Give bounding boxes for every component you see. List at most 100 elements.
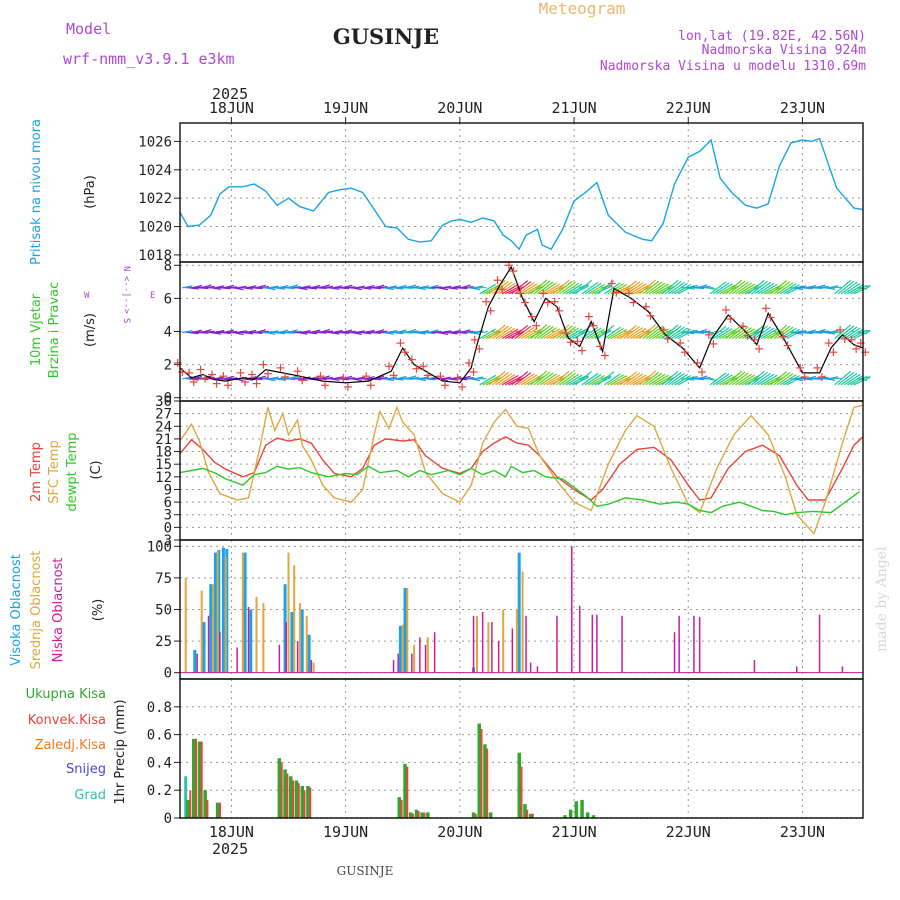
gust-marker <box>847 335 856 344</box>
bottom-day-22: 22JUN <box>666 823 711 841</box>
wind-barb <box>332 376 343 380</box>
panel-frame <box>179 122 864 263</box>
gust-marker <box>629 298 638 307</box>
wind-barb <box>815 328 826 334</box>
wind-barb <box>457 331 468 334</box>
wind-barb <box>265 378 276 382</box>
wind-barb <box>463 377 474 380</box>
wind-barb <box>843 327 861 340</box>
gust-marker <box>366 381 375 390</box>
wind-barb <box>396 284 407 289</box>
gust-marker <box>532 321 541 330</box>
gust-marker <box>493 276 502 285</box>
wind-barb <box>546 329 564 340</box>
gust-marker <box>783 341 792 350</box>
compass-east: E <box>150 291 155 301</box>
wind-barb <box>562 373 580 386</box>
wind-barb <box>284 378 295 381</box>
wind-barb <box>540 327 557 339</box>
wind-barb <box>290 285 302 289</box>
bar-total-rain <box>574 801 579 818</box>
wind-barb <box>715 328 733 340</box>
gust-marker <box>520 298 529 307</box>
wind-barb <box>306 287 318 290</box>
wind-barb <box>760 283 778 295</box>
wind-barb <box>639 324 656 339</box>
wind-barb <box>220 287 231 290</box>
wind-barb <box>214 376 225 380</box>
wind-barb <box>741 284 759 295</box>
wind-barb <box>342 329 353 334</box>
wind-barb <box>712 282 730 295</box>
bar-high-cloud <box>249 609 253 673</box>
bar-conv-rain <box>412 813 414 818</box>
wind-barb <box>738 374 756 386</box>
year-bottom-label: 2025 <box>212 840 248 858</box>
wind-barb <box>198 331 209 334</box>
wind-barb <box>741 375 759 386</box>
temp-ylabel-text-2: SFC Temp <box>47 440 62 504</box>
wind-barb <box>533 325 551 339</box>
bar-total-rain <box>289 776 293 818</box>
wind-barb <box>265 331 276 335</box>
wind-barb <box>338 331 350 334</box>
gust-marker <box>840 334 849 343</box>
wind-barb <box>482 329 500 340</box>
wind-barb <box>520 327 538 340</box>
gust-marker <box>766 313 775 322</box>
bar-mid-cloud <box>200 590 203 673</box>
wind-barb <box>450 329 462 334</box>
wind-barb <box>626 373 644 386</box>
bar-total-rain <box>283 769 287 818</box>
wind-barb <box>818 330 829 334</box>
wind-barb <box>370 331 382 334</box>
gust-marker <box>755 344 764 353</box>
wind-barb <box>517 373 535 386</box>
gust-marker <box>196 365 205 374</box>
wind-ylabel: 10m Vjetar Brzina i Pravac (m/s) N <--|-… <box>29 266 155 378</box>
wind-barb <box>562 282 580 295</box>
wind-barb <box>492 325 509 339</box>
wind-barb <box>847 374 864 386</box>
wind-barb <box>374 284 385 289</box>
wind-barb <box>648 282 666 295</box>
wind-barb <box>661 279 679 295</box>
wind-barb <box>857 331 868 335</box>
wind-barb <box>556 280 573 295</box>
wind-barb <box>725 279 743 295</box>
wind-barb <box>853 285 871 295</box>
wind-barb <box>843 282 861 295</box>
wind-barb <box>648 373 666 386</box>
wind-barb <box>802 287 813 290</box>
wind-barb <box>463 286 474 289</box>
wind-barb <box>220 331 231 335</box>
wind-barb <box>584 373 602 386</box>
pressure-ylabel: Pritisak na nivou mora (hPa) <box>29 119 98 265</box>
gust-marker <box>475 344 484 353</box>
wind-barb <box>828 376 839 380</box>
bar-total-rain <box>517 752 521 818</box>
wind-barb <box>383 331 394 335</box>
bar-low-cloud <box>596 614 598 673</box>
wind-barb <box>386 330 398 334</box>
wind-barb <box>623 372 640 386</box>
wind-barb <box>543 283 561 295</box>
bar-high-cloud <box>403 588 407 673</box>
wind-barb <box>441 330 452 334</box>
wind-barb <box>757 327 775 340</box>
gust-marker <box>385 362 394 371</box>
gust-marker <box>824 339 833 348</box>
bar-low-cloud <box>207 615 210 673</box>
wind-barb <box>693 331 705 334</box>
wind-barb <box>620 280 637 295</box>
wind-barb <box>735 327 752 339</box>
wind-barb <box>479 283 497 295</box>
wind-speed-line <box>179 265 864 384</box>
wind-barb <box>246 285 257 289</box>
wind-barb <box>255 375 266 380</box>
wind-barb <box>342 284 353 289</box>
wind-barb <box>728 280 746 295</box>
wind-barb <box>565 328 583 340</box>
wind-barb <box>731 326 749 339</box>
wind-barb <box>479 328 497 340</box>
